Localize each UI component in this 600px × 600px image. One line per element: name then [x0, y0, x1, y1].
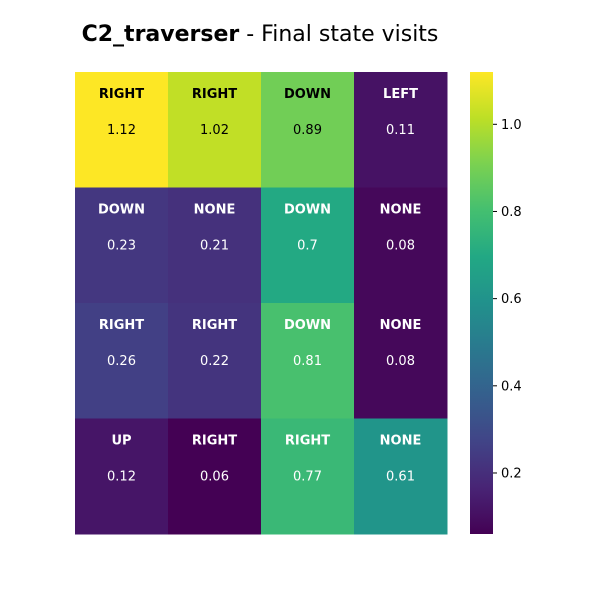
cell-value-label: 0.21: [200, 239, 229, 254]
cell-action-label: NONE: [380, 203, 422, 218]
heatmap-cell: [75, 418, 169, 535]
heatmap-cell: [168, 418, 262, 535]
heatmap-cell: [75, 187, 169, 304]
cell-value-label: 0.61: [386, 470, 415, 485]
cell-value-label: 1.12: [107, 123, 136, 138]
chart-title-subtitle: - Final state visits: [239, 22, 439, 47]
colorbar-tick-label: 1.0: [501, 118, 522, 133]
colorbar-tick-label: 0.6: [501, 292, 522, 307]
cell-action-label: DOWN: [284, 87, 331, 102]
cell-value-label: 0.77: [293, 470, 322, 485]
colorbar-tick-label: 0.8: [501, 205, 522, 220]
colorbar-gradient: [470, 72, 493, 534]
cell-action-label: NONE: [380, 434, 422, 449]
cell-action-label: DOWN: [284, 203, 331, 218]
cell-action-label: RIGHT: [99, 87, 144, 102]
cell-value-label: 0.81: [293, 354, 322, 369]
heatmap-cell: [261, 187, 355, 304]
cell-value-label: 0.22: [200, 354, 229, 369]
heatmap-cell: [75, 72, 169, 188]
heatmap-cell: [168, 72, 262, 188]
cell-action-label: UP: [111, 434, 131, 449]
cell-action-label: RIGHT: [192, 434, 237, 449]
heatmap-cell: [354, 303, 448, 419]
cell-value-label: 0.11: [386, 123, 415, 138]
heatmap-cell: [168, 187, 262, 304]
cell-value-label: 0.08: [386, 354, 415, 369]
cell-value-label: 0.89: [293, 123, 322, 138]
heatmap-cell: [354, 418, 448, 535]
cell-action-label: RIGHT: [285, 434, 330, 449]
heatmap-cell: [75, 303, 169, 419]
heatmap-grid: RIGHT 1.12 RIGHT 1.02 DOWN 0.89 LEFT 0.11 DOWN 0.…: [75, 72, 448, 535]
colorbar: 0.2 0.4 0.6 0.8 1.0: [470, 72, 522, 534]
cell-value-label: 0.7: [297, 239, 318, 254]
heatmap-cell: [261, 303, 355, 419]
heatmap-cell: [168, 303, 262, 419]
colorbar-tick-label: 0.2: [501, 466, 522, 481]
cell-value-label: 0.26: [107, 354, 136, 369]
cell-action-label: RIGHT: [192, 87, 237, 102]
cell-value-label: 1.02: [200, 123, 229, 138]
heatmap-cell: [354, 72, 448, 188]
cell-action-label: DOWN: [284, 318, 331, 333]
cell-value-label: 0.08: [386, 239, 415, 254]
cell-value-label: 0.23: [107, 239, 136, 254]
cell-action-label: RIGHT: [99, 318, 144, 333]
colorbar-tick-label: 0.4: [501, 379, 522, 394]
heatmap-cell: [261, 418, 355, 535]
cell-action-label: LEFT: [383, 87, 418, 102]
chart-title-name: C2_traverser: [81, 22, 240, 47]
cell-action-label: NONE: [380, 318, 422, 333]
heatmap-cell: [354, 187, 448, 304]
cell-action-label: NONE: [194, 203, 236, 218]
cell-action-label: RIGHT: [192, 318, 237, 333]
cell-action-label: DOWN: [98, 203, 145, 218]
heatmap-cell: [261, 72, 355, 188]
chart-title: C2_traverser - Final state visits: [0, 22, 520, 47]
cell-value-label: 0.06: [200, 470, 229, 485]
cell-value-label: 0.12: [107, 470, 136, 485]
